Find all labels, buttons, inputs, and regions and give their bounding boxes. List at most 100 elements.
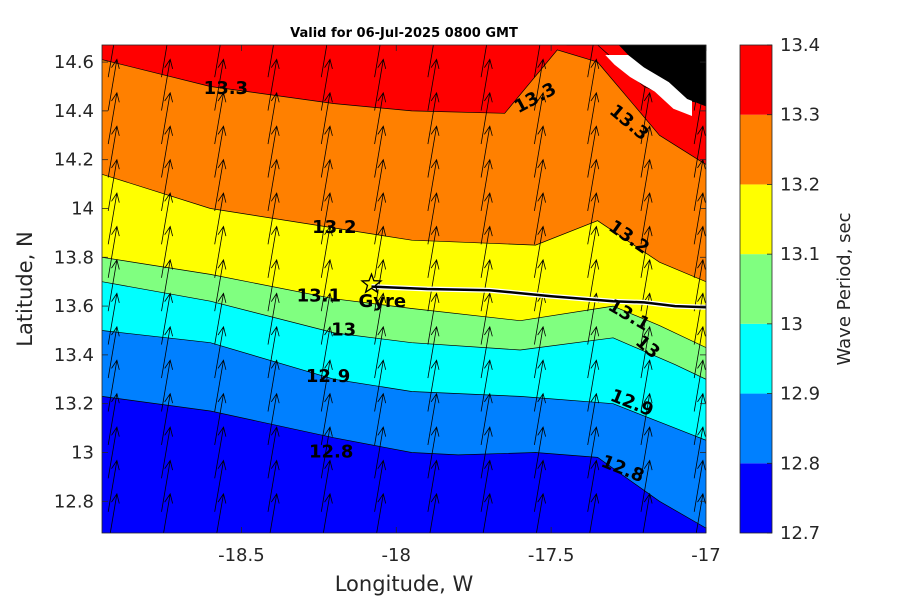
vector-arrow — [267, 359, 280, 412]
vector-arrow — [640, 426, 653, 479]
vector-arrow — [161, 125, 173, 178]
contour-label: 13.1 — [297, 285, 341, 306]
vector-arrow — [534, 359, 546, 412]
vector-arrow — [427, 459, 440, 512]
vector-arrow — [534, 392, 546, 445]
vector-arrow — [587, 392, 600, 445]
vector-arrow — [161, 45, 168, 78]
colorbar-swatch — [740, 323, 772, 394]
vector-arrow — [163, 492, 173, 533]
vector-arrow — [693, 125, 706, 178]
vector-arrow — [161, 158, 173, 211]
vector-arrow — [587, 258, 600, 312]
y-tick-label: 14.4 — [54, 101, 94, 122]
vector-arrow — [640, 459, 653, 512]
vector-arrow — [109, 492, 120, 533]
colorbar-swatch — [740, 45, 772, 115]
vector-arrow — [267, 258, 280, 312]
vector-arrow — [214, 91, 227, 145]
vector-arrow — [640, 91, 653, 145]
vector-arrow — [161, 292, 173, 345]
vector-arrow — [693, 325, 706, 379]
vector-arrow — [320, 192, 333, 245]
vector-arrow — [214, 258, 227, 312]
vector-arrow — [216, 492, 227, 533]
vector-arrow — [374, 292, 387, 345]
vector-arrow — [427, 192, 440, 245]
vector-arrow — [587, 426, 600, 479]
vector-arrow — [427, 45, 434, 78]
y-tick-label: 12.8 — [54, 491, 94, 512]
plot-frame — [101, 44, 707, 534]
vector-arrow — [693, 225, 706, 278]
vector-arrow — [107, 125, 120, 178]
vector-arrow — [214, 158, 227, 211]
vector-arrow — [374, 91, 387, 145]
vector-arrow — [107, 192, 120, 245]
vector-arrow — [215, 0, 226, 44]
vector-arrow — [534, 125, 546, 178]
vector-arrow — [374, 392, 387, 445]
vector-arrow — [693, 258, 706, 312]
vector-arrow — [427, 359, 440, 412]
band-13.2 — [102, 45, 706, 282]
vector-arrow — [320, 292, 333, 345]
vector-arrow — [587, 192, 600, 245]
vector-arrow — [641, 0, 652, 44]
vector-arrow — [267, 292, 280, 345]
vector-arrow — [107, 392, 120, 445]
contour-line-13.1 — [102, 256, 706, 348]
vector-arrow — [640, 125, 653, 178]
vector-arrow — [587, 359, 600, 412]
vector-arrow — [267, 426, 280, 479]
x-tick-label: -17.5 — [528, 545, 575, 566]
marker-label: Gyre — [358, 291, 406, 312]
colorbar-swatch — [740, 393, 772, 464]
vector-arrow — [374, 58, 387, 111]
vector-arrow — [161, 359, 173, 412]
vector-arrow — [427, 58, 440, 111]
vector-arrow — [161, 225, 173, 278]
vector-arrow — [374, 459, 387, 512]
vector-arrow — [534, 258, 546, 312]
vector-arrow — [534, 158, 546, 211]
colorbar-tick-label: 13.2 — [780, 174, 820, 195]
contour-line-12.8 — [102, 396, 706, 529]
vector-arrow — [107, 91, 120, 145]
vector-arrow — [534, 225, 546, 278]
colorbar-tick-label: 12.8 — [780, 453, 820, 474]
vector-arrow — [161, 325, 173, 379]
vector-arrow — [320, 225, 333, 278]
track-line — [371, 285, 706, 309]
contour-label: 12.8 — [309, 441, 353, 462]
vector-arrow — [269, 492, 280, 533]
vector-arrow — [482, 492, 493, 533]
vector-arrow — [161, 258, 173, 312]
colorbar-title: Wave Period, sec — [834, 212, 855, 365]
vector-arrow — [320, 91, 333, 145]
x-axis-ticks: -18.5 -18 -17.5 -17 — [218, 45, 721, 566]
vector-arrow — [267, 192, 280, 245]
drift-track — [371, 284, 706, 310]
vector-arrow — [589, 492, 600, 533]
colorbar-swatch — [740, 254, 772, 324]
colorbar-tick-label: 12.7 — [780, 523, 820, 544]
y-axis-ticks: 12.8 13 13.2 13.4 13.6 13.8 14 14.2 14.4 14.6 — [54, 52, 706, 512]
vector-arrow — [268, 0, 279, 44]
vector-arrow — [162, 0, 173, 44]
y-tick-label: 13.6 — [54, 296, 94, 317]
colorbar-tick-label: 13.4 — [780, 35, 820, 56]
vector-arrow — [214, 392, 227, 445]
y-tick-label: 13.2 — [54, 394, 94, 415]
vector-arrow — [161, 192, 173, 245]
vector-arrow — [693, 359, 706, 412]
vector-arrow — [374, 45, 381, 78]
y-tick-label: 13.4 — [54, 345, 94, 366]
vector-arrow — [640, 359, 653, 412]
vector-arrow — [161, 58, 173, 111]
y-axis-title: Latitude, N — [13, 231, 37, 347]
vector-arrow — [374, 426, 387, 479]
vector-arrow — [640, 158, 653, 211]
vector-arrow — [374, 125, 387, 178]
vector-arrow — [693, 292, 706, 345]
